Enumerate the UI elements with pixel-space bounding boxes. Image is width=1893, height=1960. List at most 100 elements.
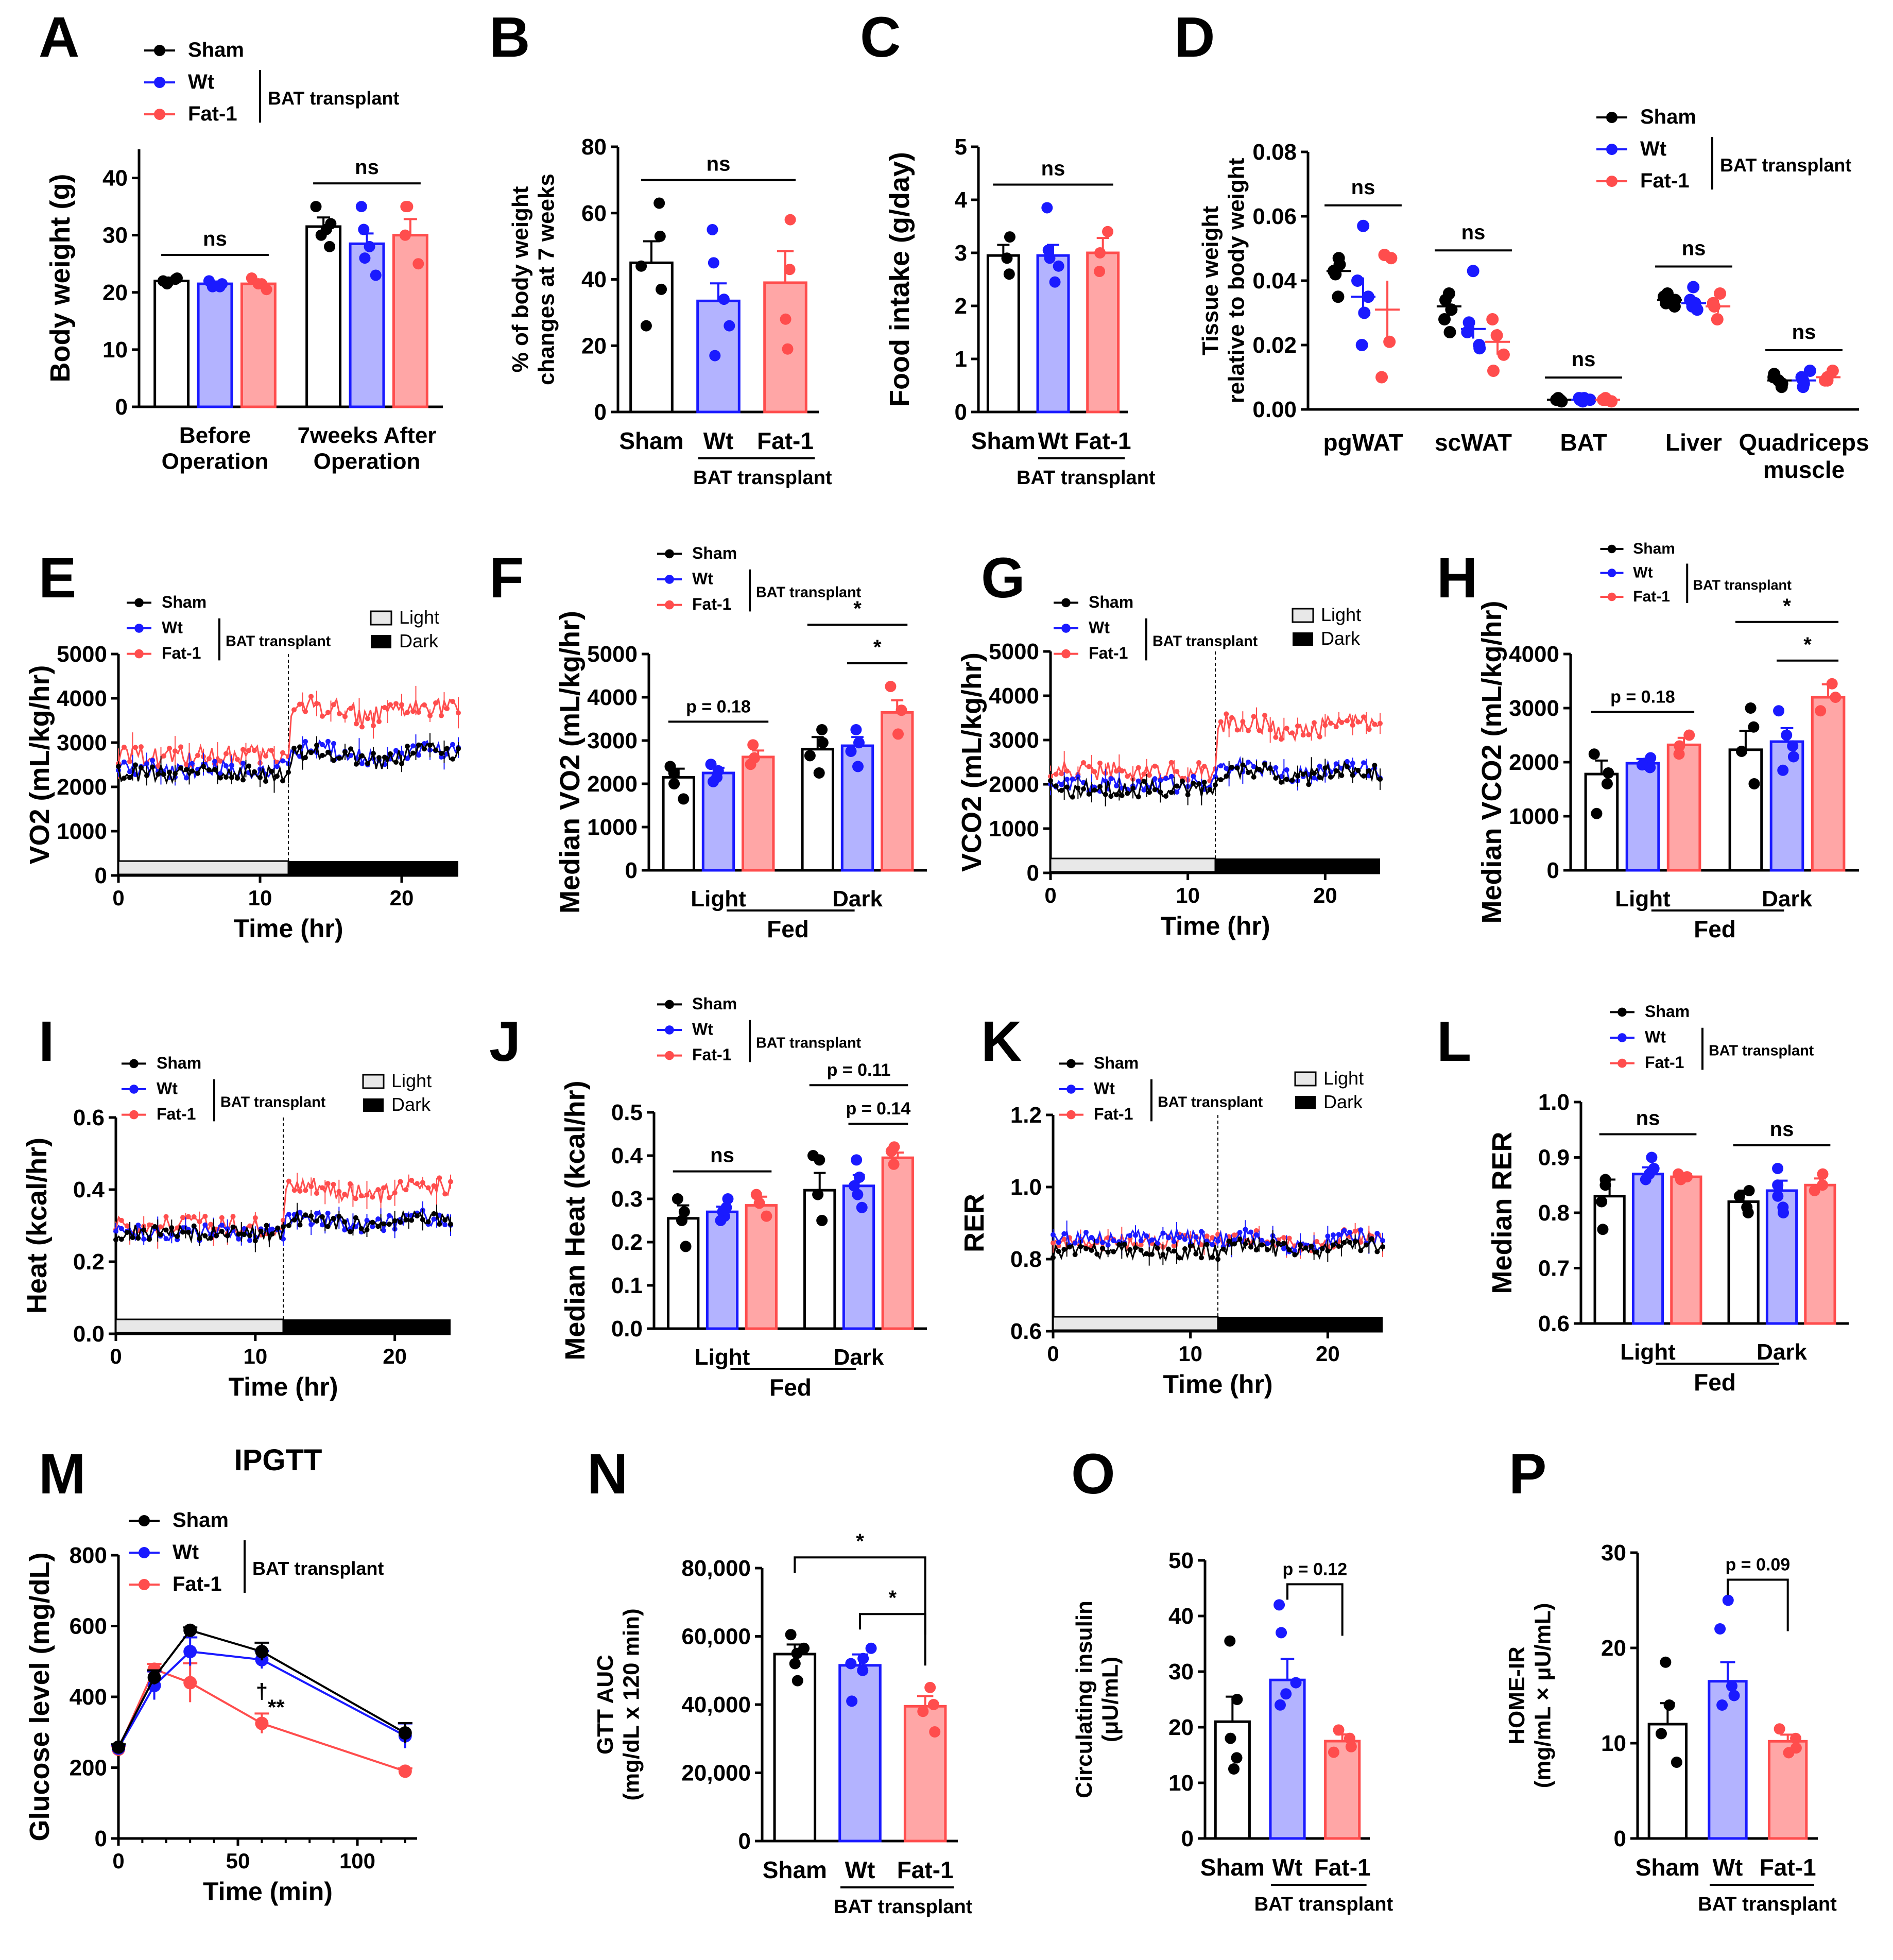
data-point bbox=[1290, 1677, 1302, 1689]
series-marker bbox=[1374, 1249, 1380, 1254]
series-marker bbox=[1322, 765, 1328, 771]
data-point bbox=[252, 278, 264, 290]
series-marker bbox=[1246, 728, 1251, 733]
series-marker bbox=[161, 771, 166, 777]
data-point bbox=[1487, 365, 1500, 377]
data-point bbox=[206, 281, 218, 293]
light-legend-label: Light bbox=[391, 1070, 432, 1091]
series-marker bbox=[1133, 1245, 1138, 1251]
series-marker bbox=[150, 764, 155, 770]
y-tick-label: 60,000 bbox=[681, 1624, 751, 1649]
series-marker bbox=[113, 1229, 118, 1234]
data-point bbox=[845, 1658, 857, 1670]
series-marker bbox=[223, 763, 229, 769]
series-marker bbox=[420, 1180, 425, 1185]
y-tick-label: 4000 bbox=[587, 685, 638, 710]
series-marker bbox=[1144, 1233, 1149, 1239]
series-marker bbox=[141, 1227, 147, 1233]
series-marker bbox=[393, 760, 399, 765]
data-point bbox=[1733, 1190, 1745, 1202]
x-category-label: Fat-1 bbox=[897, 1856, 954, 1883]
y-tick-label: 2000 bbox=[587, 771, 638, 797]
series-marker bbox=[223, 775, 229, 780]
y-axis-label: RER bbox=[959, 1194, 990, 1252]
data-point bbox=[1777, 764, 1789, 776]
series-marker bbox=[1207, 787, 1213, 793]
significance-bracket bbox=[859, 1613, 926, 1666]
data-point bbox=[1486, 313, 1499, 325]
y-tick-label: 10 bbox=[1601, 1731, 1626, 1756]
data-point bbox=[850, 724, 862, 735]
data-point bbox=[856, 1201, 868, 1213]
series-marker bbox=[202, 1222, 208, 1228]
series-marker bbox=[1309, 1243, 1314, 1249]
data-point bbox=[1775, 381, 1788, 393]
series-marker bbox=[274, 773, 280, 779]
x-category-label: Light bbox=[1620, 1339, 1676, 1365]
series-marker bbox=[1127, 1247, 1133, 1252]
series-marker bbox=[331, 758, 336, 763]
legend-bracket-label: BAT transplant bbox=[1693, 577, 1792, 593]
data-point bbox=[355, 201, 367, 213]
series-marker bbox=[1281, 1246, 1286, 1251]
group-label: Fed bbox=[1694, 1369, 1736, 1396]
series-marker bbox=[1086, 791, 1092, 797]
series-marker bbox=[1204, 1233, 1210, 1239]
data-point bbox=[402, 201, 414, 213]
series-marker bbox=[269, 1231, 275, 1237]
series-marker bbox=[1141, 771, 1147, 777]
series-marker bbox=[1092, 787, 1097, 793]
data-point bbox=[255, 1645, 269, 1658]
legend-label: Fat-1 bbox=[1633, 588, 1670, 605]
series-marker bbox=[1158, 789, 1163, 795]
label-line: relative to body weight bbox=[1224, 158, 1249, 403]
significance-label: ns bbox=[1351, 176, 1375, 199]
legend-marker bbox=[129, 1059, 139, 1069]
y-tick-label: 0.8 bbox=[1010, 1247, 1042, 1272]
data-point bbox=[635, 260, 647, 272]
bar-sham bbox=[1727, 1200, 1760, 1325]
series-marker bbox=[281, 1236, 286, 1242]
series-marker bbox=[320, 752, 325, 758]
y-tick-label: 5000 bbox=[57, 642, 107, 667]
y-tick-label: 80,000 bbox=[681, 1556, 751, 1581]
series-marker bbox=[331, 1215, 336, 1221]
data-point bbox=[745, 759, 756, 770]
dark-legend-swatch bbox=[1293, 632, 1313, 646]
legend-marker bbox=[1061, 598, 1071, 608]
legend-label: Fat-1 bbox=[1089, 644, 1128, 662]
bar-fat-1 bbox=[1666, 743, 1701, 872]
light-phase-bar bbox=[115, 1318, 284, 1334]
series-marker bbox=[191, 1214, 197, 1219]
series-marker bbox=[1240, 719, 1246, 725]
y-tick-label: 1000 bbox=[57, 819, 107, 844]
data-point bbox=[370, 269, 382, 281]
significance-label: ** bbox=[268, 1695, 285, 1719]
dark-legend-label: Dark bbox=[399, 630, 439, 651]
series-marker bbox=[1067, 1244, 1072, 1250]
series-marker bbox=[1257, 728, 1262, 733]
series-marker bbox=[1314, 1249, 1319, 1255]
series-marker bbox=[1224, 711, 1229, 717]
legend-marker bbox=[154, 109, 165, 120]
y-tick-label: 0 bbox=[1181, 1826, 1194, 1851]
data-point bbox=[1003, 268, 1015, 280]
series-marker bbox=[1232, 1237, 1237, 1243]
data-point bbox=[1225, 1732, 1236, 1744]
series-marker bbox=[124, 1223, 130, 1229]
series-marker bbox=[319, 1185, 325, 1191]
y-tick-label: 0.2 bbox=[73, 1249, 105, 1275]
panel-P: 0 10 20 30 HOME-IR(mg/mL × μU/mL) Sham Wt Fat-1… bbox=[1504, 1540, 1837, 1915]
series-marker bbox=[1300, 732, 1306, 738]
data-point bbox=[399, 229, 411, 241]
panel-letter: B bbox=[489, 6, 530, 69]
series-marker bbox=[1201, 764, 1207, 769]
legend-marker bbox=[139, 1515, 150, 1526]
light-phase-bar bbox=[1052, 1316, 1219, 1331]
significance-label: p = 0.11 bbox=[827, 1060, 891, 1080]
y-tick-label: 0.8 bbox=[1538, 1200, 1570, 1226]
series-marker bbox=[1163, 793, 1168, 799]
y-tick-label: 0 bbox=[1027, 861, 1039, 886]
y-tick-label: 0.6 bbox=[73, 1105, 105, 1130]
